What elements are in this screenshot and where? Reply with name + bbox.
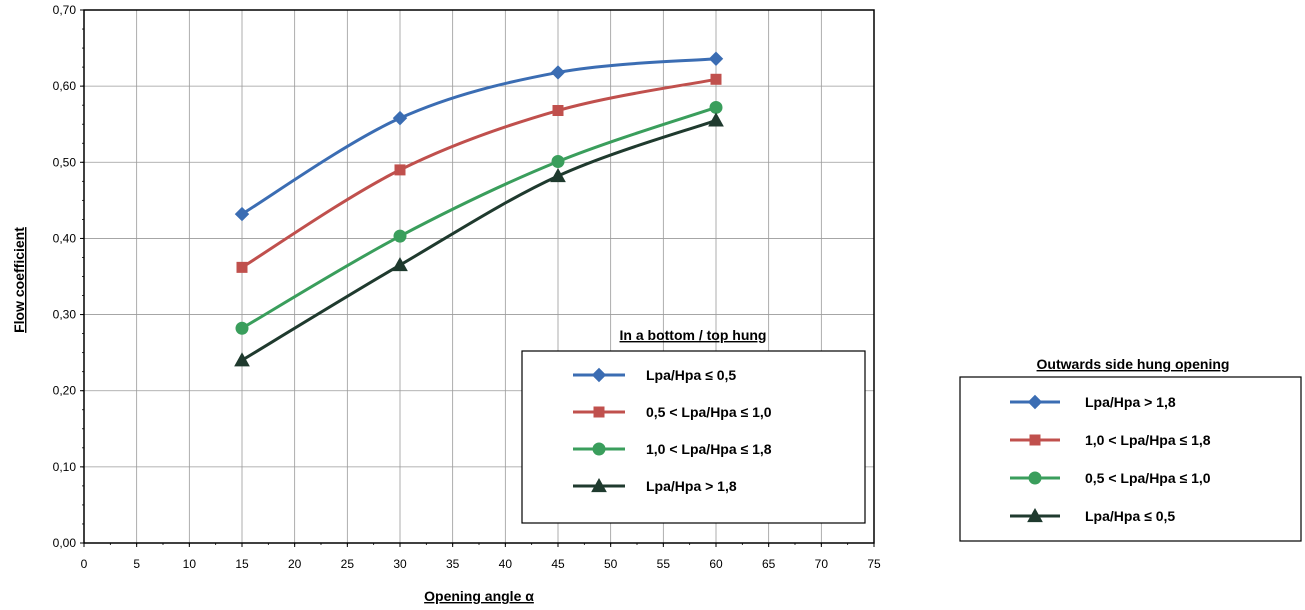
legend-entry-red: 1,0 < Lpa/Hpa ≤ 1,8 bbox=[1010, 432, 1211, 448]
legend-entry-dark: Lpa/Hpa ≤ 0,5 bbox=[1010, 507, 1175, 524]
series-line-dark bbox=[241, 118, 717, 362]
data-point-blue bbox=[550, 65, 566, 80]
x-tick-label: 70 bbox=[815, 557, 829, 571]
data-point-blue bbox=[708, 51, 724, 66]
series-blue bbox=[234, 51, 724, 222]
data-point-red bbox=[236, 261, 248, 273]
x-tick-label: 20 bbox=[288, 557, 302, 571]
legend-entry-label: 1,0 < Lpa/Hpa ≤ 1,8 bbox=[1085, 432, 1211, 448]
legend-entry-label: Lpa/Hpa > 1,8 bbox=[1085, 394, 1176, 410]
legend-entry-label: Lpa/Hpa > 1,8 bbox=[646, 478, 737, 494]
x-axis-ticks: 0 5 10 15 20 25 30 35 40 45 50 55 60 65 70 75 bbox=[81, 543, 881, 571]
legend-entry-label: 0,5 < Lpa/Hpa ≤ 1,0 bbox=[1085, 470, 1211, 486]
y-axis-ticks: 0,00 0,10 0,20 0,30 0,40 0,50 0,60 0,70 bbox=[53, 3, 84, 550]
data-point-dark bbox=[234, 352, 250, 367]
legend-swatch-marker bbox=[591, 477, 607, 493]
x-tick-label: 40 bbox=[499, 557, 513, 571]
legend-swatch-marker bbox=[592, 442, 606, 456]
x-tick-label: 35 bbox=[446, 557, 460, 571]
y-tick-label: 0,30 bbox=[53, 308, 77, 322]
legend-swatch-marker bbox=[593, 406, 605, 418]
y-tick-label: 0,70 bbox=[53, 3, 77, 17]
x-tick-label: 15 bbox=[235, 557, 249, 571]
data-point-green bbox=[551, 155, 565, 169]
series-green bbox=[235, 100, 723, 335]
series-line-green bbox=[241, 106, 717, 330]
data-point-green bbox=[235, 321, 249, 335]
data-point-dark bbox=[550, 167, 566, 183]
data-point-red bbox=[394, 164, 406, 176]
legend-outwards-side-hung-title: Outwards side hung opening bbox=[1037, 356, 1230, 372]
series-line-red bbox=[241, 77, 717, 269]
data-point-red bbox=[710, 73, 722, 85]
legend-entry-blue: Lpa/Hpa ≤ 0,5 bbox=[573, 367, 736, 383]
legend-entry-label: 1,0 < Lpa/Hpa ≤ 1,8 bbox=[646, 441, 772, 457]
x-tick-label: 55 bbox=[657, 557, 671, 571]
x-tick-label: 10 bbox=[183, 557, 197, 571]
x-tick-label: 30 bbox=[393, 557, 407, 571]
data-point-red bbox=[552, 105, 564, 117]
legend-entry-label: 0,5 < Lpa/Hpa ≤ 1,0 bbox=[646, 404, 772, 420]
x-tick-label: 75 bbox=[867, 557, 881, 571]
legend-entry-red: 0,5 < Lpa/Hpa ≤ 1,0 bbox=[573, 404, 772, 420]
series-red bbox=[236, 73, 722, 273]
x-tick-label: 25 bbox=[341, 557, 355, 571]
legend-swatch-marker bbox=[1028, 471, 1042, 485]
legend-entry-blue: Lpa/Hpa > 1,8 bbox=[1010, 394, 1176, 410]
y-tick-label: 0,00 bbox=[53, 536, 77, 550]
series-group bbox=[234, 51, 724, 367]
legend-swatch-marker bbox=[1027, 394, 1043, 410]
y-tick-label: 0,10 bbox=[53, 460, 77, 474]
x-tick-label: 65 bbox=[762, 557, 776, 571]
legend-bottom-top-hung-title: In a bottom / top hung bbox=[620, 327, 767, 343]
legend-entry-label: Lpa/Hpa ≤ 0,5 bbox=[1085, 508, 1175, 524]
series-dark bbox=[234, 112, 724, 367]
y-axis-title: Flow coefficient bbox=[11, 227, 27, 333]
legend-entry-green: 0,5 < Lpa/Hpa ≤ 1,0 bbox=[1010, 470, 1211, 486]
y-tick-label: 0,20 bbox=[53, 384, 77, 398]
data-point-dark bbox=[392, 257, 408, 272]
legend-entry-dark: Lpa/Hpa > 1,8 bbox=[573, 477, 737, 494]
series-line-blue bbox=[241, 57, 717, 216]
y-tick-label: 0,60 bbox=[53, 79, 77, 93]
legend-swatch-marker bbox=[1029, 434, 1041, 446]
legend-bottom-top-hung: In a bottom / top hung Lpa/Hpa ≤ 0,5 0,5 … bbox=[521, 327, 866, 524]
x-tick-label: 45 bbox=[551, 557, 565, 571]
legend-entry-green: 1,0 < Lpa/Hpa ≤ 1,8 bbox=[573, 441, 772, 457]
legend-outwards-side-hung: Outwards side hung opening Lpa/Hpa > 1,8… bbox=[959, 356, 1302, 542]
data-point-blue bbox=[234, 206, 250, 222]
x-tick-label: 60 bbox=[709, 557, 723, 571]
data-point-blue bbox=[392, 110, 408, 126]
x-axis-title: Opening angle α bbox=[424, 588, 534, 604]
x-tick-label: 50 bbox=[604, 557, 618, 571]
x-tick-label: 5 bbox=[133, 557, 140, 571]
legend-bottom-top-hung-box bbox=[521, 350, 866, 524]
data-point-green bbox=[393, 229, 407, 243]
legend-entry-label: Lpa/Hpa ≤ 0,5 bbox=[646, 367, 736, 383]
x-tick-label: 0 bbox=[81, 557, 88, 571]
legend-outwards-side-hung-box bbox=[959, 376, 1302, 542]
legend-swatch-marker bbox=[1027, 507, 1043, 523]
data-point-dark bbox=[708, 112, 724, 127]
y-tick-label: 0,50 bbox=[53, 155, 77, 169]
legend-swatch-marker bbox=[591, 367, 607, 383]
data-point-green bbox=[709, 100, 723, 114]
y-tick-label: 0,40 bbox=[53, 231, 77, 245]
